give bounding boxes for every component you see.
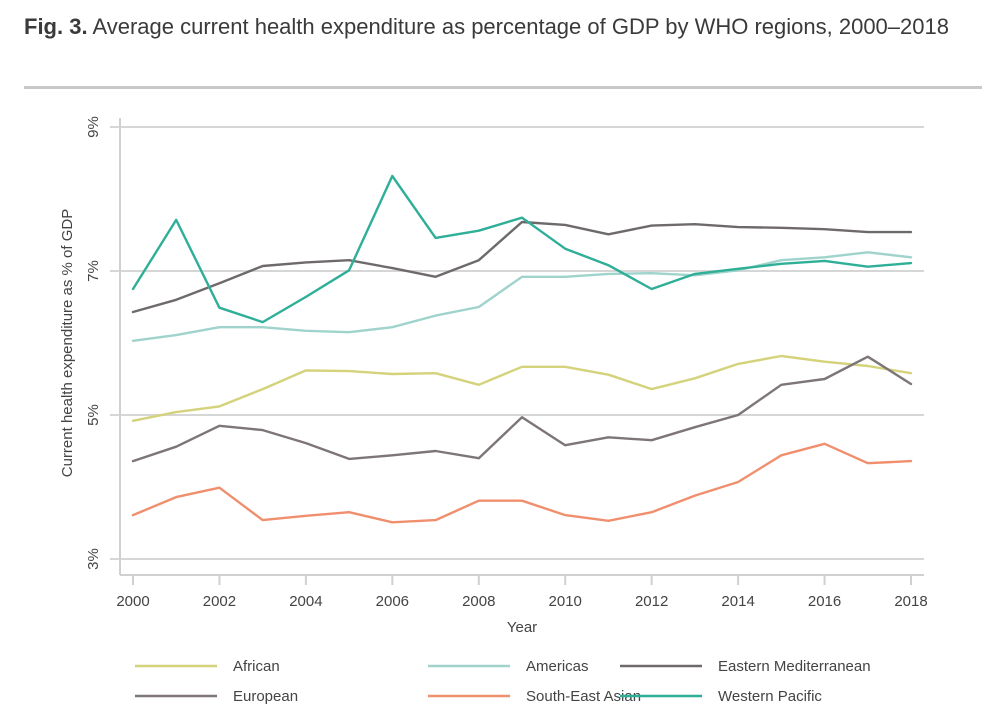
x-tick-label: 2000	[116, 593, 149, 610]
series-line-americas	[131, 251, 913, 342]
x-tick-label: 2018	[894, 593, 927, 610]
series-lines	[131, 174, 913, 524]
series-line-western-pacific	[131, 174, 913, 324]
x-tick-label: 2006	[376, 593, 409, 610]
x-axis-ticks: 2000 2002 2004 2006 2008 2010 2012 2014 2016 2018	[116, 575, 928, 610]
x-tick-label: 2016	[808, 593, 841, 610]
figure-caption: Fig. 3. Average current health expenditu…	[24, 12, 984, 42]
legend-item-americas: Americas	[428, 658, 589, 675]
y-tick-label: 7%	[85, 260, 102, 282]
gridlines	[110, 126, 924, 560]
legend: African Americas Eastern Mediterranean Euro…	[135, 658, 871, 705]
legend-label: Americas	[526, 658, 589, 675]
series-line-african	[131, 354, 913, 422]
legend-item-western-pacific: Western Pacific	[620, 688, 822, 705]
y-tick-label: 9%	[85, 116, 102, 138]
title-divider	[24, 86, 982, 89]
x-tick-label: 2012	[635, 593, 668, 610]
legend-item-south-east-asian: South-East Asian	[428, 688, 641, 705]
legend-label: Eastern Mediterranean	[718, 658, 871, 675]
x-tick-label: 2008	[462, 593, 495, 610]
legend-label: European	[233, 688, 298, 705]
y-tick-label: 3%	[85, 548, 102, 570]
x-tick-label: 2004	[289, 593, 322, 610]
x-tick-label: 2014	[721, 593, 754, 610]
legend-item-eastern-mediterranean: Eastern Mediterranean	[620, 658, 871, 675]
x-tick-label: 2010	[549, 593, 582, 610]
axes	[119, 118, 924, 576]
series-line-south-east-asian	[131, 442, 913, 524]
legend-label: South-East Asian	[526, 688, 641, 705]
y-axis-ticks: 3% 5% 7% 9%	[85, 116, 102, 570]
legend-label: Western Pacific	[718, 688, 822, 705]
x-axis-title: Year	[507, 619, 537, 636]
y-tick-label: 5%	[85, 404, 102, 426]
x-tick-label: 2002	[203, 593, 236, 610]
legend-item-european: European	[135, 688, 298, 705]
series-line-european	[131, 355, 913, 463]
legend-item-african: African	[135, 658, 280, 675]
figure-caption-text: Average current health expenditure as pe…	[92, 14, 949, 39]
figure-number: Fig. 3.	[24, 14, 88, 39]
legend-label: African	[233, 658, 280, 675]
y-axis-title: Current health expenditure as % of GDP	[59, 209, 76, 477]
series-line-eastern-mediterranean	[131, 220, 913, 314]
